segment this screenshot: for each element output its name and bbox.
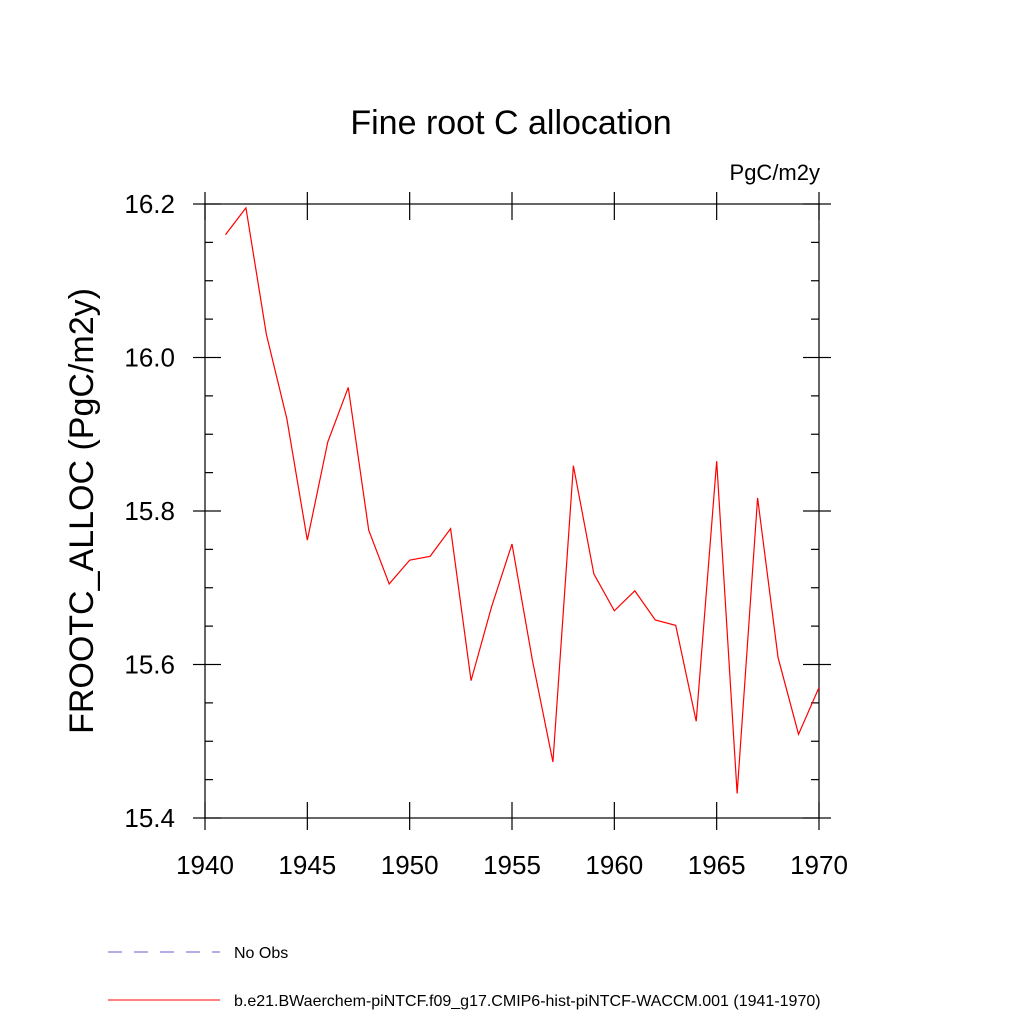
y-axis-label: FROOTC_ALLOC (PgC/m2y) — [63, 288, 101, 734]
x-tick-label: 1955 — [483, 850, 541, 880]
axis-tick-labels: 1940 1945 1950 1955 1960 1965 1970 15.4 15.6 15.8… — [124, 189, 848, 880]
series-layer — [224, 206, 820, 794]
x-tick-label: 1950 — [381, 850, 439, 880]
plot-frame — [204, 203, 820, 819]
x-tick-label: 1940 — [176, 850, 234, 880]
y-tick-label: 15.8 — [124, 496, 175, 526]
x-tick-label: 1945 — [278, 850, 336, 880]
axis-ticks — [193, 192, 831, 830]
x-tick-label: 1960 — [585, 850, 643, 880]
y-tick-label: 15.6 — [124, 650, 175, 680]
units-label: PgC/m2y — [730, 160, 820, 185]
legend-label-0: No Obs — [234, 945, 288, 962]
x-tick-label: 1970 — [790, 850, 848, 880]
chart-title: Fine root C allocation — [350, 104, 671, 142]
y-tick-label: 16.2 — [124, 189, 175, 219]
y-tick-label: 16.0 — [124, 343, 175, 373]
legend-label-1: b.e21.BWaerchem-piNTCF.f09_g17.CMIP6-his… — [234, 993, 821, 1010]
x-tick-label: 1965 — [688, 850, 746, 880]
y-tick-label: 15.4 — [124, 803, 175, 833]
series-line-0 — [224, 206, 820, 794]
legend: No Obs b.e21.BWaerchem-piNTCF.f09_g17.CMI… — [108, 945, 821, 1010]
